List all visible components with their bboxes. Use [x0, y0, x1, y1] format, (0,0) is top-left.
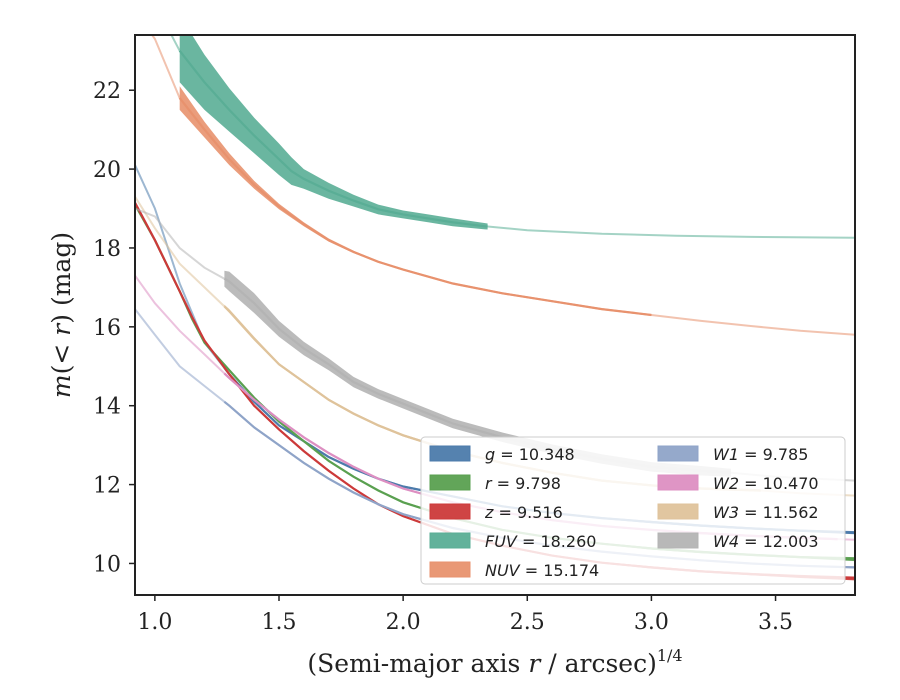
x-tick-label: 1.5 — [262, 610, 297, 635]
legend-swatch-nuv — [429, 561, 471, 578]
series-fuv-line — [178, 50, 488, 228]
x-tick-label: 3.5 — [758, 610, 793, 635]
y-axis-label-post: ) (mag) — [47, 232, 76, 324]
y-tick-label: 20 — [93, 158, 121, 183]
x-tick-label: 2.0 — [386, 610, 421, 635]
y-tick-label: 18 — [93, 237, 121, 262]
x-axis-label-sup: 1/4 — [657, 646, 683, 665]
series-fuv-band — [179, 35, 488, 230]
legend-var-z: z — [484, 503, 494, 522]
legend-var-nuv: NUV — [485, 561, 521, 580]
legend-label-nuv: NUV = 15.174 — [485, 561, 599, 580]
legend-label-z: z = 9.516 — [484, 503, 563, 522]
legend-var-fuv: FUV — [485, 532, 518, 551]
y-tick-label: 22 — [93, 79, 121, 104]
legend-swatch-r — [429, 474, 471, 491]
series-fuv — [170, 35, 855, 239]
legend-value-w2: = 10.470 — [739, 474, 819, 493]
y-axis-label-var2: r — [47, 322, 76, 336]
series-nuv — [150, 35, 855, 336]
y-tick-label: 10 — [93, 552, 121, 577]
legend-swatch-fuv — [429, 532, 471, 549]
legend-swatch-g — [429, 445, 471, 462]
legend-swatch-w3 — [657, 503, 699, 520]
y-tick-label: 12 — [93, 474, 121, 499]
plot-frame — [134, 34, 856, 596]
legend-swatch-z — [429, 503, 471, 520]
y-axis: 10 12 14 16 18 20 22 — [93, 79, 135, 577]
legend-var-r: r — [485, 474, 493, 493]
legend-swatch-w1 — [657, 445, 699, 462]
legend-label-r: r = 9.798 — [485, 474, 561, 493]
legend-var-w3: W3 — [713, 503, 739, 522]
legend-value-g: = 10.348 — [495, 445, 575, 464]
x-axis-label: (Semi-major axis r / arcsec)1/4 — [307, 646, 682, 678]
legend-var-g: g — [485, 445, 495, 464]
legend-value-w1: = 9.785 — [739, 445, 808, 464]
x-axis-label-var: r — [528, 649, 542, 678]
x-tick-label: 2.5 — [510, 610, 545, 635]
y-axis-label-inner: (< — [47, 336, 76, 375]
legend-value-w4: = 12.003 — [739, 532, 819, 551]
x-axis: 1.0 1.5 2.0 2.5 3.0 3.5 — [137, 595, 793, 635]
legend-swatch-w4 — [657, 532, 699, 549]
legend-label-w1: W1 = 9.785 — [713, 445, 808, 464]
legend-value-w3: = 11.562 — [739, 503, 819, 522]
legend-value-r: = 9.798 — [492, 474, 561, 493]
legend-frame — [420, 436, 846, 585]
legend-var-w4: W4 — [713, 532, 739, 551]
legend-label-g: g = 10.348 — [485, 445, 575, 464]
legend-var-w2: W2 — [713, 474, 739, 493]
legend-var-w1: W1 — [713, 445, 739, 464]
legend-label-w3: W3 = 11.562 — [713, 503, 819, 522]
legend-value-fuv: = 18.260 — [517, 532, 597, 551]
legend-value-nuv: = 15.174 — [520, 561, 600, 580]
series-nuv-line — [178, 97, 652, 317]
x-axis-label-mid: / arcsec) — [540, 649, 657, 678]
y-tick-label: 16 — [93, 316, 121, 341]
y-axis-label: m(< r) (mag) — [47, 232, 76, 398]
y-axis-label-var: m — [47, 374, 76, 398]
y-tick-label: 14 — [93, 395, 121, 420]
legend-label-fuv: FUV = 18.260 — [485, 532, 596, 551]
legend-swatch-w2 — [657, 474, 699, 491]
legend-label-w2: W2 = 10.470 — [713, 474, 819, 493]
x-tick-label: 1.0 — [137, 610, 172, 635]
x-tick-label: 3.0 — [634, 610, 669, 635]
legend-label-w4: W4 = 12.003 — [713, 532, 819, 551]
x-axis-label-pre: (Semi-major axis — [307, 649, 528, 678]
legend-value-z: = 9.516 — [493, 503, 562, 522]
